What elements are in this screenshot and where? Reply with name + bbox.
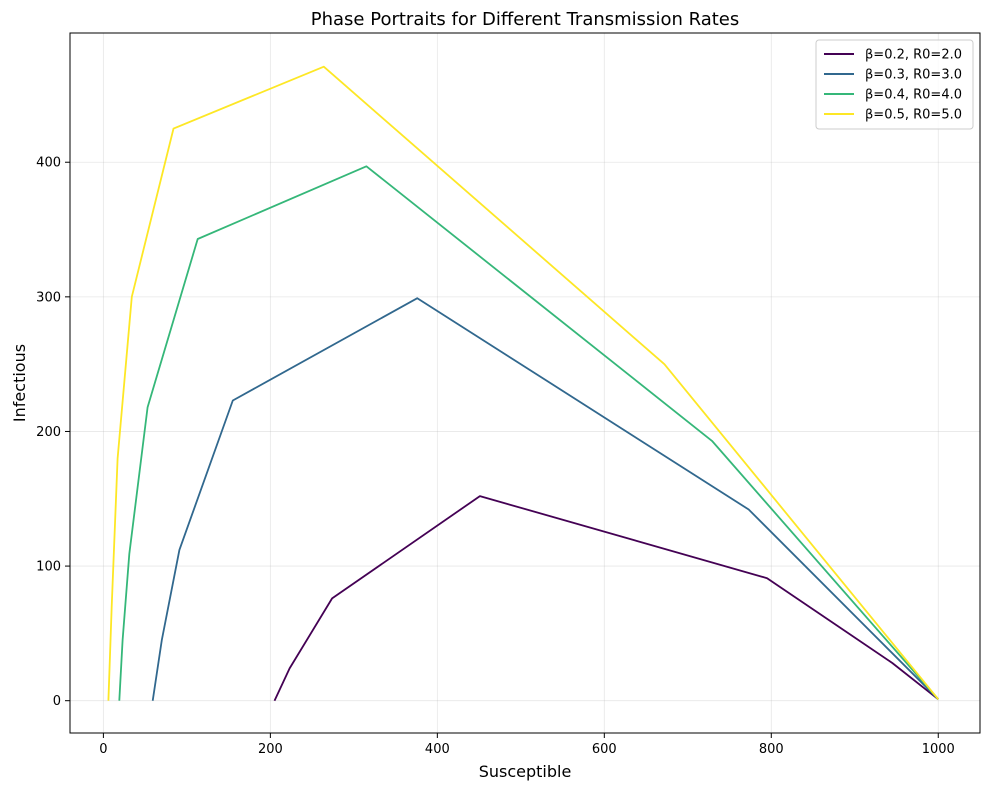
legend-label-3: β=0.4, R0=4.0	[865, 88, 962, 103]
series-line-1	[273, 495, 939, 702]
y-axis-title: Infectious	[10, 344, 29, 422]
y-tick-label: 400	[36, 156, 61, 171]
y-tick-label: 200	[36, 425, 61, 440]
legend: β=0.2, R0=2.0 β=0.3, R0=3.0 β=0.4, R0=4.0 β…	[815, 39, 974, 130]
y-tick-label: 300	[36, 290, 61, 305]
plot-frame	[69, 32, 981, 734]
x-axis-ticks: 0 200 400 600 800 1000	[99, 733, 955, 757]
legend-box	[815, 39, 974, 130]
y-tick-label: 100	[36, 560, 61, 575]
series-lines	[107, 65, 939, 702]
x-tick-label: 1000	[922, 742, 955, 757]
legend-items: β=0.2, R0=2.0 β=0.3, R0=3.0 β=0.4, R0=4.0 β…	[824, 48, 962, 123]
chart-title: Phase Portraits for Different Transmissi…	[311, 9, 739, 30]
y-axis-ticks: 0 100 200 300 400	[36, 156, 70, 709]
series-line-2	[151, 297, 939, 701]
x-tick-label: 200	[258, 742, 283, 757]
x-axis-title: Susceptible	[479, 762, 572, 781]
series-line-4	[107, 65, 939, 701]
legend-label-4: β=0.5, R0=5.0	[865, 108, 962, 123]
y-tick-label: 0	[53, 694, 61, 709]
x-tick-label: 600	[592, 742, 617, 757]
x-tick-label: 400	[425, 742, 450, 757]
x-tick-label: 800	[759, 742, 784, 757]
legend-label-1: β=0.2, R0=2.0	[865, 48, 962, 63]
legend-label-2: β=0.3, R0=3.0	[865, 68, 962, 83]
series-line-3	[118, 165, 939, 701]
x-tick-label: 0	[99, 742, 107, 757]
